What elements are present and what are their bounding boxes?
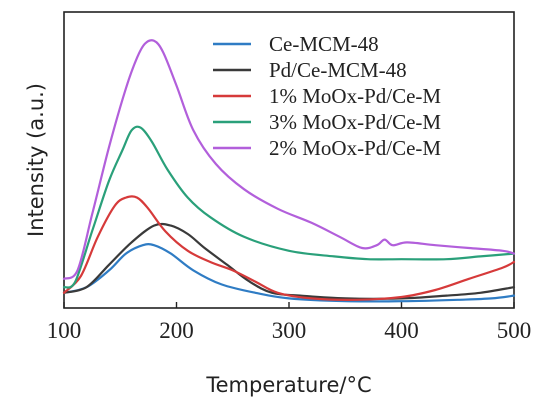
y-axis-label: Intensity (a.u.) (24, 83, 48, 237)
x-tick-label: 200 (159, 318, 194, 343)
legend-label-2: Pd/Ce-MCM-48 (269, 58, 407, 82)
x-axis-label: Temperature/°C (205, 373, 371, 397)
x-tick-label: 500 (497, 318, 532, 343)
legend-label-5: 2% MoOx-Pd/Ce-M (269, 136, 441, 160)
legend-label-3: 1% MoOx-Pd/Ce-M (269, 84, 441, 108)
series-line-2 (62, 222, 516, 300)
series-line-4 (62, 125, 516, 289)
legend-label-4: 3% MoOx-Pd/Ce-M (269, 110, 441, 134)
series-lines (62, 39, 516, 303)
plot-frame (63, 11, 515, 309)
x-axis-label-text: Temperature/ (205, 373, 347, 397)
x-axis-label-unit: °C (346, 373, 371, 397)
series-line-3 (62, 195, 516, 301)
legend-label-1: Ce-MCM-48 (269, 32, 379, 56)
series-line-1 (62, 243, 516, 303)
x-tick-label: 300 (272, 318, 307, 343)
x-axis-ticks (63, 302, 515, 308)
x-tick-label: 400 (384, 318, 419, 343)
x-axis-tick-labels: 100 200 300 400 500 (47, 318, 532, 343)
series-line-5 (62, 39, 516, 280)
x-tick-label: 100 (47, 318, 82, 343)
